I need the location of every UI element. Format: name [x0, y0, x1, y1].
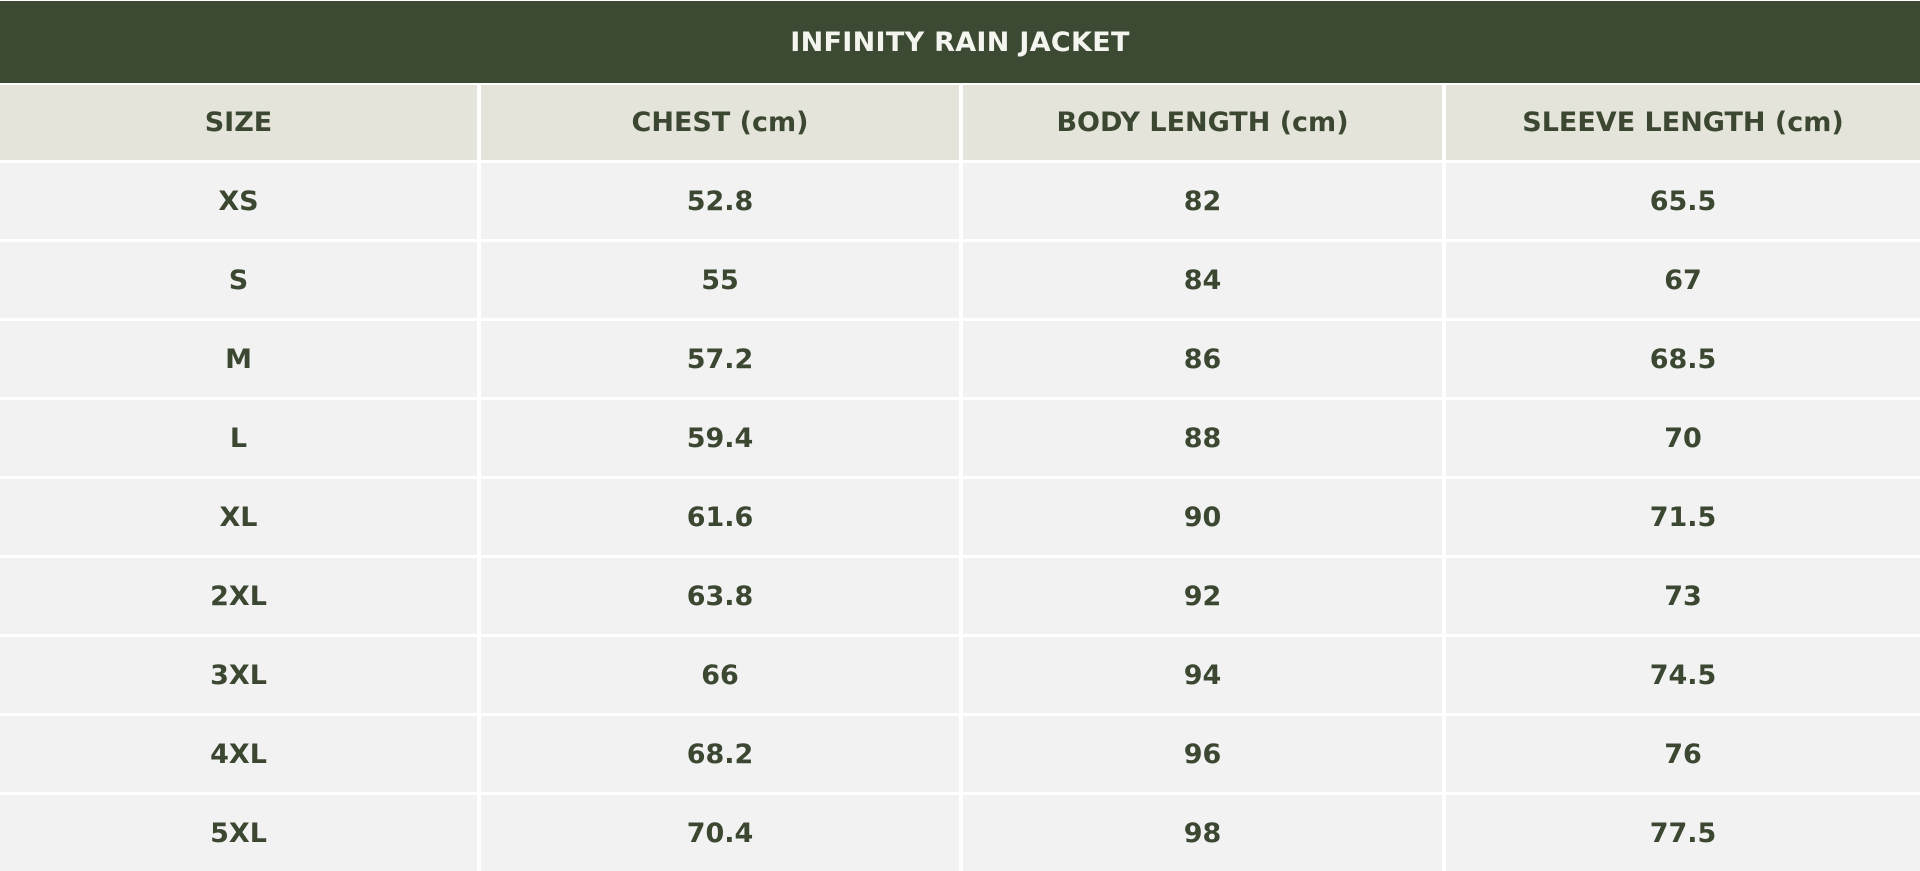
cell-body-length: 84: [963, 242, 1442, 318]
cell-body-length: 90: [963, 479, 1442, 555]
cell-size: L: [0, 400, 477, 476]
cell-sleeve-length: 67: [1446, 242, 1920, 318]
cell-sleeve-length: 68.5: [1446, 321, 1920, 397]
cell-body-length: 92: [963, 558, 1442, 634]
cell-chest: 70.4: [481, 795, 959, 871]
cell-size: 3XL: [0, 637, 477, 713]
cell-size: M: [0, 321, 477, 397]
column-header-size: SIZE: [0, 85, 477, 160]
cell-chest: 63.8: [481, 558, 959, 634]
cell-chest: 66: [481, 637, 959, 713]
cell-body-length: 86: [963, 321, 1442, 397]
cell-sleeve-length: 77.5: [1446, 795, 1920, 871]
cell-chest: 68.2: [481, 716, 959, 792]
cell-sleeve-length: 65.5: [1446, 163, 1920, 239]
cell-sleeve-length: 70: [1446, 400, 1920, 476]
cell-chest: 61.6: [481, 479, 959, 555]
cell-body-length: 88: [963, 400, 1442, 476]
cell-size: 2XL: [0, 558, 477, 634]
cell-body-length: 96: [963, 716, 1442, 792]
cell-chest: 55: [481, 242, 959, 318]
column-header-sleeve-length: SLEEVE LENGTH (cm): [1446, 85, 1920, 160]
cell-size: XS: [0, 163, 477, 239]
cell-chest: 59.4: [481, 400, 959, 476]
cell-sleeve-length: 71.5: [1446, 479, 1920, 555]
cell-chest: 57.2: [481, 321, 959, 397]
cell-body-length: 94: [963, 637, 1442, 713]
table-title: INFINITY RAIN JACKET: [0, 1, 1920, 83]
cell-size: XL: [0, 479, 477, 555]
cell-sleeve-length: 76: [1446, 716, 1920, 792]
cell-size: 5XL: [0, 795, 477, 871]
column-header-body-length: BODY LENGTH (cm): [963, 85, 1442, 160]
cell-size: S: [0, 242, 477, 318]
size-table: SIZE CHEST (cm) BODY LENGTH (cm) SLEEVE …: [0, 85, 1920, 871]
cell-body-length: 82: [963, 163, 1442, 239]
cell-chest: 52.8: [481, 163, 959, 239]
cell-size: 4XL: [0, 716, 477, 792]
cell-sleeve-length: 73: [1446, 558, 1920, 634]
cell-sleeve-length: 74.5: [1446, 637, 1920, 713]
column-header-chest: CHEST (cm): [481, 85, 959, 160]
cell-body-length: 98: [963, 795, 1442, 871]
